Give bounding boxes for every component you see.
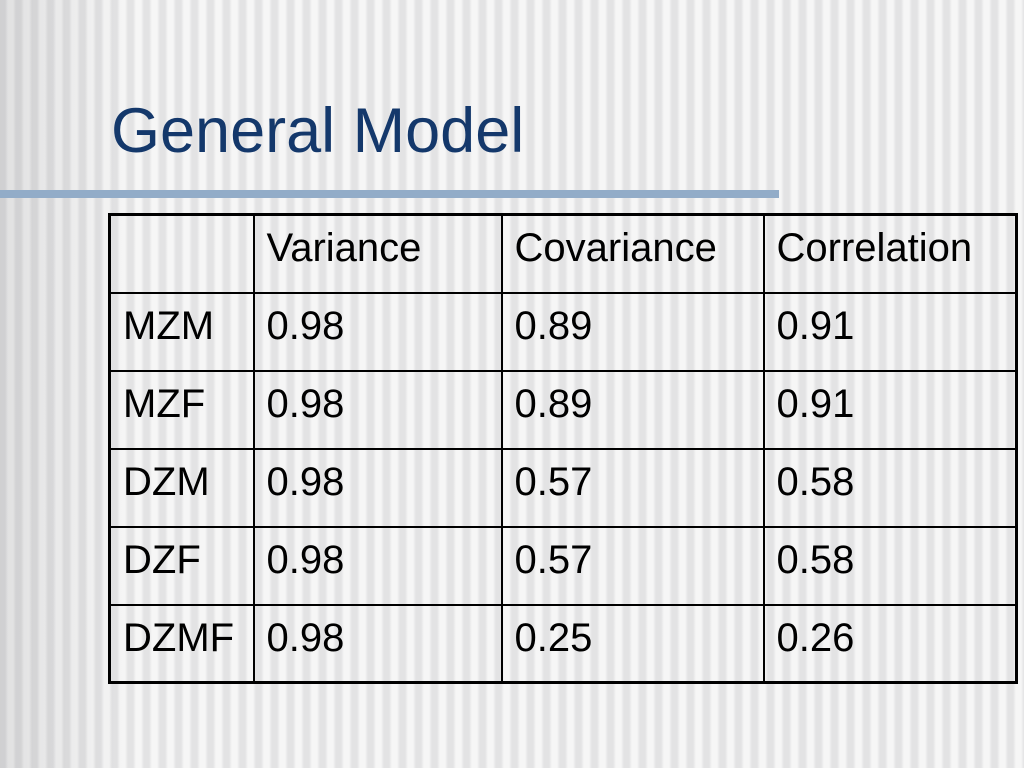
value-cell: 0.98 (252, 525, 503, 606)
value-cell: 0.98 (252, 369, 503, 450)
header-cell-covariance: Covariance (500, 213, 765, 294)
value-cell: 0.57 (500, 447, 765, 528)
value-cell: 0.57 (500, 525, 765, 606)
model-table: Variance Covariance Correlation MZM 0.98… (108, 213, 1018, 684)
row-label-cell: MZM (108, 291, 255, 372)
slide-title: General Model (111, 96, 525, 166)
table-row: Variance Covariance Correlation (108, 213, 1018, 294)
header-cell-correlation: Correlation (762, 213, 1018, 294)
value-cell: 0.98 (252, 291, 503, 372)
header-cell-variance: Variance (252, 213, 503, 294)
table-header-row: Variance Covariance Correlation (108, 213, 1018, 294)
row-label-cell: DZF (108, 525, 255, 606)
table-row: MZM 0.98 0.89 0.91 (108, 291, 1018, 372)
value-cell: 0.25 (500, 603, 765, 684)
value-cell: 0.89 (500, 369, 765, 450)
row-label-cell: MZF (108, 369, 255, 450)
value-cell: 0.98 (252, 603, 503, 684)
row-label-cell: DZMF (108, 603, 255, 684)
value-cell: 0.91 (762, 369, 1018, 450)
table-row: MZF 0.98 0.89 0.91 (108, 369, 1018, 450)
value-cell: 0.26 (762, 603, 1018, 684)
value-cell: 0.91 (762, 291, 1018, 372)
value-cell: 0.58 (762, 447, 1018, 528)
title-divider-line (0, 190, 779, 198)
value-cell: 0.58 (762, 525, 1018, 606)
value-cell: 0.89 (500, 291, 765, 372)
table-row: DZF 0.98 0.57 0.58 (108, 525, 1018, 606)
row-label-cell: DZM (108, 447, 255, 528)
value-cell: 0.98 (252, 447, 503, 528)
table-body: MZM 0.98 0.89 0.91 MZF 0.98 0.89 0.91 DZ… (108, 291, 1018, 684)
table-row: DZMF 0.98 0.25 0.26 (108, 603, 1018, 684)
table-row: DZM 0.98 0.57 0.58 (108, 447, 1018, 528)
header-cell-empty (108, 213, 255, 294)
